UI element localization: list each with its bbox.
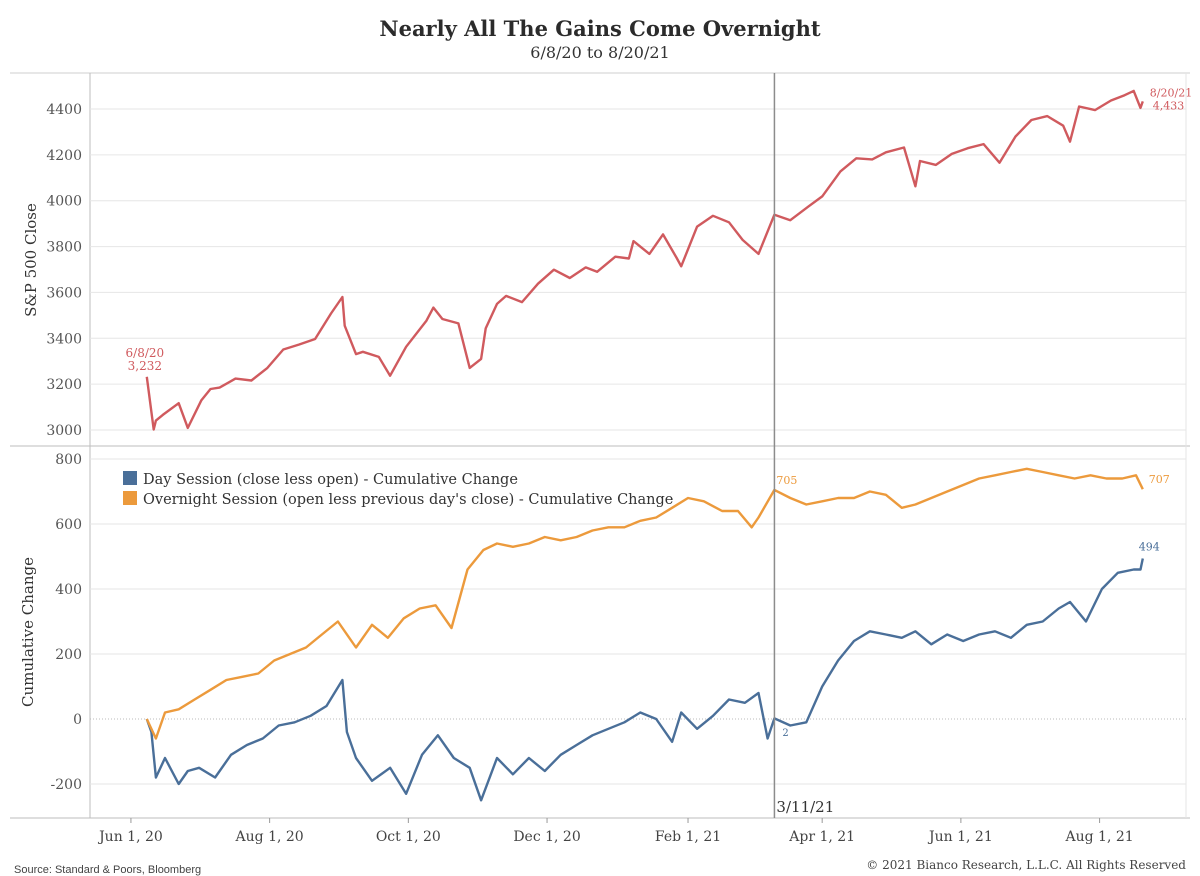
bottom-y-tick-label: -200 xyxy=(51,777,82,793)
x-tick-label: Oct 1, 20 xyxy=(376,829,441,845)
legend-swatch-overnight xyxy=(123,491,137,505)
day-end-value-label: 494 xyxy=(1139,540,1160,553)
copyright-note: © 2021 Bianco Research, L.L.C. All Right… xyxy=(866,858,1186,872)
top-y-tick-label: 4200 xyxy=(46,148,82,164)
bottom-y-tick-label: 800 xyxy=(55,452,82,468)
overnight-end-value-label: 707 xyxy=(1149,473,1170,486)
chart-title: Nearly All The Gains Come Overnight xyxy=(379,16,821,41)
marker-date-label: 3/11/21 xyxy=(776,798,834,816)
top-y-tick-label: 3800 xyxy=(46,240,82,256)
top-y-axis-label: S&P 500 Close xyxy=(22,203,40,317)
overnight-session-line xyxy=(145,467,1144,740)
bottom-y-tick-label: 0 xyxy=(73,712,82,728)
day-vline-value-label: 2 xyxy=(782,728,788,739)
end-value-label: 4,433 xyxy=(1153,99,1185,112)
bottom-y-tick-label: 400 xyxy=(55,582,82,598)
x-tick-label: Jun 1, 20 xyxy=(97,829,163,845)
top-y-tick-label: 3000 xyxy=(46,423,82,439)
top-y-tick-label: 4000 xyxy=(46,194,82,210)
source-note: Source: Standard & Poors, Bloomberg xyxy=(14,864,202,876)
x-tick-label: Feb 1, 21 xyxy=(655,829,721,845)
end-date-label: 8/20/21 xyxy=(1150,86,1192,99)
day-session-line xyxy=(145,558,1144,802)
bottom-y-axis-label: Cumulative Change xyxy=(19,557,37,707)
start-value-label: 3,232 xyxy=(128,359,162,373)
top-y-tick-label: 3400 xyxy=(46,331,82,347)
x-tick-label: Aug 1, 21 xyxy=(1065,829,1134,845)
sp500-panel: 3000 3200 3400 3600 3800 4000 4200 4400 S&P 500 … xyxy=(22,86,1192,439)
bottom-y-tick-label: 600 xyxy=(55,517,82,533)
bottom-y-tick-label: 200 xyxy=(55,647,82,663)
x-tick-label: Dec 1, 20 xyxy=(513,829,580,845)
legend-label-day: Day Session (close less open) - Cumulati… xyxy=(143,472,518,488)
x-tick-label: Jun 1, 21 xyxy=(927,829,993,845)
x-axis: Jun 1, 20 Aug 1, 20 Oct 1, 20 Dec 1, 20 Feb … xyxy=(97,818,1134,845)
legend-swatch-day xyxy=(123,471,137,485)
top-y-tick-label: 4400 xyxy=(46,102,82,118)
start-date-label: 6/8/20 xyxy=(126,346,165,360)
top-y-tick-label: 3600 xyxy=(46,285,82,301)
legend: Day Session (close less open) - Cumulati… xyxy=(123,471,673,508)
top-y-tick-label: 3200 xyxy=(46,377,82,393)
chart-frame xyxy=(10,72,1190,819)
cumulative-change-panel: -200 0 200 400 600 800 Cumulative Change 3/11/2… xyxy=(19,73,1186,818)
overnight-vline-value-label: 705 xyxy=(776,474,797,487)
chart-subtitle: 6/8/20 to 8/20/21 xyxy=(530,43,670,62)
legend-label-overnight: Overnight Session (open less previous da… xyxy=(143,492,673,508)
x-tick-label: Apr 1, 21 xyxy=(788,829,855,845)
sp500-close-line xyxy=(145,89,1144,431)
x-tick-label: Aug 1, 20 xyxy=(235,829,304,845)
